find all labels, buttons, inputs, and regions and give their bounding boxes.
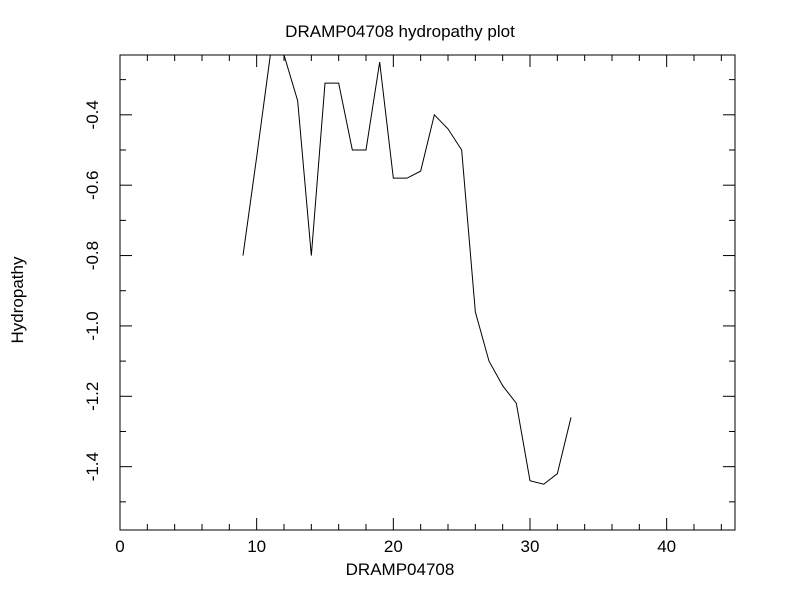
svg-text:10: 10 — [247, 537, 266, 556]
svg-text:-0.6: -0.6 — [83, 171, 102, 200]
plot-svg: 0 10 20 30 40 -1.4 -1.2 -1.0 -0.8 -0.6 -0.4 — [0, 0, 800, 600]
svg-text:-1.2: -1.2 — [83, 382, 102, 411]
svg-text:-0.4: -0.4 — [83, 100, 102, 129]
svg-text:-1.0: -1.0 — [83, 311, 102, 340]
svg-text:30: 30 — [521, 537, 540, 556]
svg-text:40: 40 — [657, 537, 676, 556]
svg-text:20: 20 — [384, 537, 403, 556]
svg-text:-1.4: -1.4 — [83, 452, 102, 481]
svg-text:0: 0 — [115, 537, 124, 556]
svg-text:-0.8: -0.8 — [83, 241, 102, 270]
chart-container: DRAMP04708 hydropathy plot Hydropathy DR… — [0, 0, 800, 600]
